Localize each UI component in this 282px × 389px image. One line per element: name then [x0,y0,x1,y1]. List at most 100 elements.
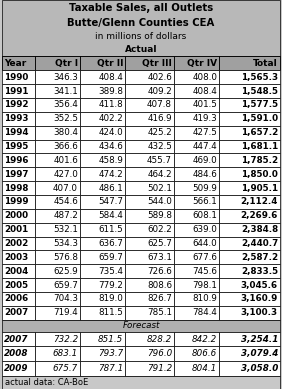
Text: 673.1: 673.1 [147,253,172,262]
Bar [80,237,125,251]
Text: 602.2: 602.2 [147,225,172,234]
Text: Qtr III: Qtr III [142,59,172,68]
Text: 427.0: 427.0 [53,170,78,179]
Text: 401.6: 401.6 [53,156,78,165]
Text: 509.9: 509.9 [193,184,217,193]
Text: 611.5: 611.5 [99,225,124,234]
Text: 425.2: 425.2 [147,128,172,137]
Text: Butte/Glenn Counties CEA: Butte/Glenn Counties CEA [67,18,215,28]
Bar [125,181,174,195]
Text: 474.2: 474.2 [99,170,124,179]
Bar [125,209,174,223]
Bar [125,251,174,264]
Bar [35,70,80,84]
Text: 534.3: 534.3 [53,239,78,248]
Text: 828.2: 828.2 [147,335,172,343]
Bar [174,70,219,84]
Bar [80,292,125,306]
Bar [80,306,125,320]
Bar [219,292,280,306]
Bar [219,209,280,223]
Text: 408.0: 408.0 [192,73,217,82]
Bar [2,181,35,195]
Bar [80,98,125,112]
Text: 408.4: 408.4 [98,73,124,82]
Text: 851.5: 851.5 [98,335,124,343]
Text: 842.2: 842.2 [192,335,217,343]
Text: 810.9: 810.9 [193,294,217,303]
Bar [80,84,125,98]
Text: 416.9: 416.9 [147,114,172,123]
Bar [35,292,80,306]
Text: 1995: 1995 [4,142,28,151]
Bar [125,153,174,167]
Bar [219,126,280,140]
Text: 1999: 1999 [4,197,28,207]
Bar [125,347,174,361]
Bar [125,84,174,98]
Text: 352.5: 352.5 [53,114,78,123]
Bar [125,292,174,306]
Bar [2,347,35,361]
Text: 625.7: 625.7 [147,239,172,248]
Bar [219,306,280,320]
Bar [125,278,174,292]
Bar [219,153,280,167]
Bar [174,292,219,306]
Bar [2,153,35,167]
Bar [2,84,35,98]
Bar [2,306,35,320]
Bar [2,70,35,84]
Text: 487.2: 487.2 [53,211,78,220]
Bar [2,98,35,112]
Bar [35,112,80,126]
Text: 389.8: 389.8 [98,86,124,96]
Bar [2,126,35,140]
Bar [35,361,80,376]
Bar [80,153,125,167]
Bar [219,347,280,361]
Text: 1,681.1: 1,681.1 [241,142,278,151]
Text: 1,785.2: 1,785.2 [241,156,278,165]
Text: 3,079.4: 3,079.4 [241,349,278,358]
Text: 735.4: 735.4 [98,267,124,276]
Text: 2,384.8: 2,384.8 [241,225,278,234]
Text: 659.7: 659.7 [53,280,78,289]
Bar [174,264,219,278]
Bar [125,223,174,237]
Text: 402.6: 402.6 [147,73,172,82]
Bar [174,126,219,140]
Bar [80,70,125,84]
Bar [174,209,219,223]
Bar [80,167,125,181]
Text: 424.0: 424.0 [99,128,124,137]
Bar [219,278,280,292]
Text: 409.2: 409.2 [147,86,172,96]
Text: 2007: 2007 [4,308,28,317]
Text: 2005: 2005 [4,280,28,289]
Bar [219,195,280,209]
Text: 3,058.0: 3,058.0 [241,364,278,373]
Bar [80,56,125,70]
Text: 779.2: 779.2 [98,280,124,289]
Bar [80,195,125,209]
Text: 796.0: 796.0 [147,349,172,358]
Bar [35,347,80,361]
Text: in millions of dollars: in millions of dollars [95,32,187,42]
Text: 584.4: 584.4 [98,211,124,220]
Bar [80,112,125,126]
Bar [2,264,35,278]
Text: 469.0: 469.0 [193,156,217,165]
Bar [174,223,219,237]
Bar [2,237,35,251]
Bar [174,332,219,347]
Text: 2,112.4: 2,112.4 [241,197,278,207]
Bar [125,167,174,181]
Bar [2,56,280,70]
Text: 2004: 2004 [4,267,28,276]
Text: Qtr II: Qtr II [97,59,124,68]
Text: Year: Year [4,59,26,68]
Bar [219,56,280,70]
Bar [174,56,219,70]
Text: 677.6: 677.6 [193,253,217,262]
